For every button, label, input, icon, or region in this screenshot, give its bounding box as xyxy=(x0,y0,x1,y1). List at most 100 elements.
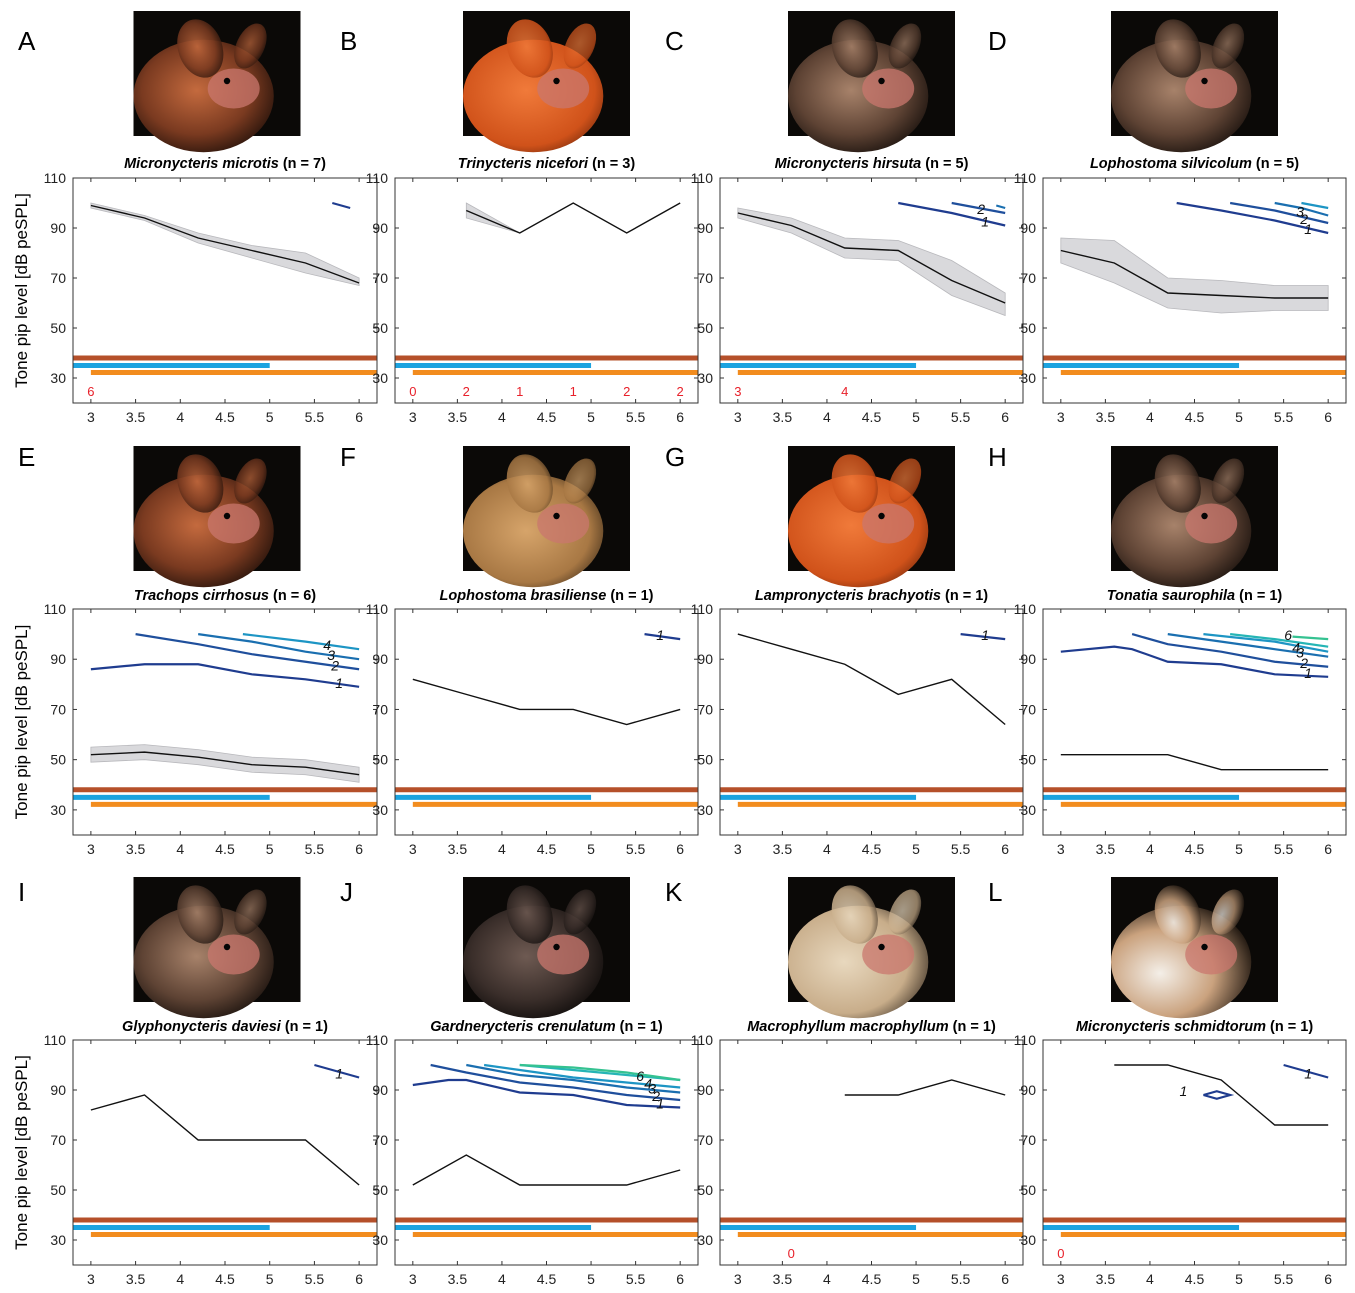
count-label: 2 xyxy=(677,384,684,399)
x-tick-label: 5.5 xyxy=(951,841,971,857)
bat-photo-micronycteris-schmidtorum xyxy=(1111,877,1278,1019)
x-tick-label: 3.5 xyxy=(126,841,146,857)
panel-g: G Lampronycteris brachyotis (n = 1) 1 3 3.5 4… xyxy=(665,442,1024,857)
contour-line-1 xyxy=(331,201,351,210)
panel-k: K Macrophyllum macrophyllum (n = 1) 0 3 3.5 4… xyxy=(665,877,1024,1287)
x-tick-label: 3.5 xyxy=(126,1271,146,1287)
x-tick-label: 6 xyxy=(355,1271,363,1287)
x-tick-label: 6 xyxy=(355,409,363,425)
panel-letter: F xyxy=(340,442,356,472)
x-tick-label: 3 xyxy=(87,1271,95,1287)
x-tick-label: 3.5 xyxy=(1096,1271,1116,1287)
bat-photo-lampronycteris-brachyotis xyxy=(788,446,955,588)
x-tick-label: 3 xyxy=(409,1271,417,1287)
contour-line-1 xyxy=(960,633,1006,641)
panel-a: A Micronycteris microtis (n = 7) 6 3 3.5 4 4.5… xyxy=(12,11,378,425)
contour-line-3 xyxy=(1274,201,1329,217)
x-tick-label: 5 xyxy=(912,409,920,425)
y-tick-label: 70 xyxy=(372,701,388,717)
x-tick-label: 5.5 xyxy=(951,409,971,425)
x-tick-label: 3 xyxy=(1057,841,1065,857)
contour-label: 3 xyxy=(1296,204,1304,220)
y-tick-label: 30 xyxy=(50,1232,66,1248)
x-tick-label: 4.5 xyxy=(215,1271,235,1287)
contour-line-4 xyxy=(242,633,360,651)
y-tick-label: 90 xyxy=(50,651,66,667)
x-tick-label: 3 xyxy=(734,841,742,857)
sample-size: (n = 3) xyxy=(588,156,635,172)
panel-i: I Glyphonycteris daviesi (n = 1) 1 3 3.5 4 4.5… xyxy=(12,877,378,1287)
contour-label: 1 xyxy=(1180,1083,1188,1099)
species-name: Glyphonycteris daviesi xyxy=(122,1019,282,1035)
contour-label: 3 xyxy=(327,647,335,663)
y-tick-label: 30 xyxy=(697,802,713,818)
sample-size: (n = 1) xyxy=(949,1019,996,1035)
x-tick-label: 3.5 xyxy=(1096,409,1116,425)
y-tick-label: 70 xyxy=(697,701,713,717)
x-tick-label: 4 xyxy=(498,409,506,425)
y-tick-label: 70 xyxy=(697,1132,713,1148)
x-tick-label: 5.5 xyxy=(305,841,325,857)
bat-photo-micronycteris-microtis xyxy=(133,11,301,153)
x-tick-label: 3.5 xyxy=(773,409,793,425)
y-axis-label: Tone pip level [dB peSPL] xyxy=(12,1055,31,1250)
x-tick-label: 4.5 xyxy=(215,841,235,857)
contour-label: 1 xyxy=(1304,221,1312,237)
contour-line-4 xyxy=(1203,633,1329,653)
contour-label: 1 xyxy=(981,627,989,643)
sample-size: (n = 1) xyxy=(606,588,653,604)
sample-size: (n = 1) xyxy=(1266,1019,1313,1035)
panel-letter: K xyxy=(665,877,683,907)
panel-letter: A xyxy=(18,26,36,56)
count-label: 0 xyxy=(788,1246,795,1261)
x-tick-label: 6 xyxy=(1001,1271,1009,1287)
x-tick-label: 3 xyxy=(409,409,417,425)
x-tick-label: 5.5 xyxy=(305,1271,325,1287)
x-tick-label: 4.5 xyxy=(537,409,557,425)
x-tick-label: 4.5 xyxy=(862,1271,882,1287)
x-tick-label: 3 xyxy=(1057,1271,1065,1287)
panel-letter: C xyxy=(665,26,684,56)
threshold-line xyxy=(412,1154,681,1186)
x-tick-label: 5.5 xyxy=(1274,841,1294,857)
panel-letter: D xyxy=(988,26,1007,56)
x-tick-label: 3.5 xyxy=(773,841,793,857)
y-tick-label: 30 xyxy=(372,1232,388,1248)
y-tick-label: 70 xyxy=(50,701,66,717)
x-tick-label: 6 xyxy=(676,409,684,425)
y-tick-label: 110 xyxy=(366,601,389,617)
y-axis-label: Tone pip level [dB peSPL] xyxy=(12,625,31,820)
contour-line-1 xyxy=(898,201,1006,227)
x-tick-label: 3 xyxy=(87,409,95,425)
x-tick-label: 5.5 xyxy=(1274,409,1294,425)
y-tick-label: 70 xyxy=(697,270,713,286)
y-tick-label: 50 xyxy=(1020,1182,1036,1198)
sd-band xyxy=(90,744,360,783)
x-tick-label: 3 xyxy=(409,841,417,857)
y-tick-label: 30 xyxy=(50,370,66,386)
y-tick-label: 70 xyxy=(372,270,388,286)
y-tick-label: 30 xyxy=(697,370,713,386)
contour-label: 1 xyxy=(335,675,343,691)
y-tick-label: 90 xyxy=(1020,220,1036,236)
x-tick-label: 5.5 xyxy=(1274,1271,1294,1287)
threshold-line xyxy=(412,678,681,726)
contour-label: 3 xyxy=(648,1081,656,1097)
bat-photo-tonatia-saurophila xyxy=(1111,446,1278,588)
sample-size: (n = 1) xyxy=(1235,588,1282,604)
contour-line-2 xyxy=(1229,201,1329,225)
contour-label: 2 xyxy=(330,657,339,673)
x-tick-label: 5 xyxy=(266,841,274,857)
contour-label: 1 xyxy=(981,214,989,230)
x-tick-label: 5 xyxy=(1235,841,1243,857)
contour-line-6 xyxy=(519,1063,681,1082)
y-tick-label: 30 xyxy=(50,802,66,818)
x-tick-label: 5 xyxy=(1235,1271,1243,1287)
panel-title: Tonatia saurophila (n = 1) xyxy=(1107,588,1283,604)
panel-letter: B xyxy=(340,26,357,56)
threshold-line xyxy=(844,1079,1006,1096)
contour-label: 4 xyxy=(644,1076,652,1092)
contour-label: 3 xyxy=(1296,645,1304,661)
sample-size: (n = 1) xyxy=(616,1019,663,1035)
